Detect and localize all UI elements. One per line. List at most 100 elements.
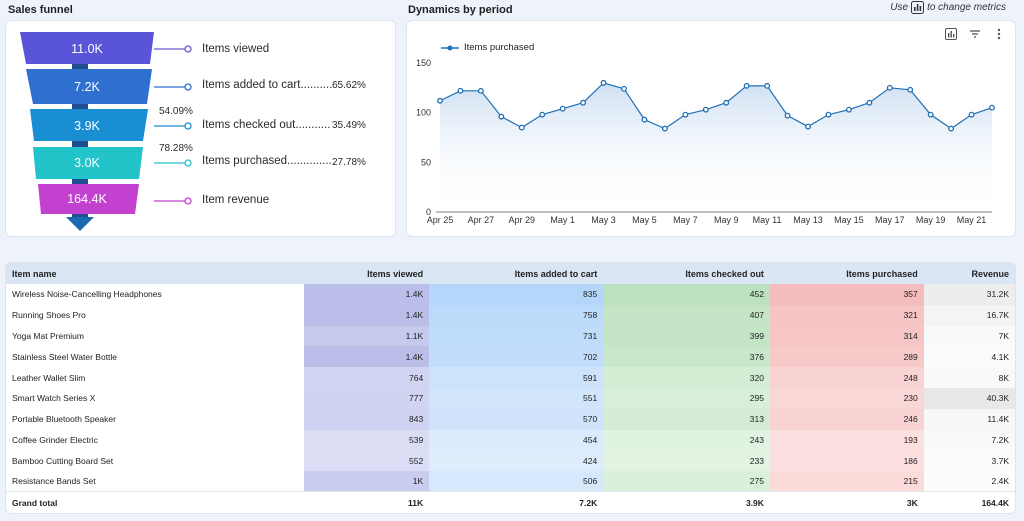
- cell-item-name: Smart Watch Series X: [12, 393, 96, 404]
- table-row[interactable]: Smart Watch Series X 777 551 295 230 40.3K: [6, 387, 1015, 409]
- data-point[interactable]: [457, 87, 464, 94]
- funnel-step-pct-2: 78.28%: [159, 143, 193, 154]
- data-point[interactable]: [845, 106, 852, 113]
- items-table-card: Item name Items viewed Items added to ca…: [5, 262, 1016, 514]
- data-point[interactable]: [641, 116, 648, 123]
- data-point[interactable]: [907, 86, 914, 93]
- data-point[interactable]: [518, 124, 525, 131]
- funnel-stage-3[interactable]: [30, 109, 148, 141]
- data-point[interactable]: [886, 84, 893, 91]
- funnel-stage-5[interactable]: [38, 184, 139, 214]
- cell-item-name: Portable Bluetooth Speaker: [12, 414, 116, 425]
- data-point[interactable]: [498, 113, 505, 120]
- col-items-added[interactable]: Items added to cart: [429, 263, 604, 284]
- cell-items-viewed: 843: [303, 408, 430, 430]
- cell-revenue: 7K: [923, 325, 1015, 347]
- cell-items-purchased: 215: [769, 471, 924, 492]
- cell-items-purchased: 314: [769, 325, 924, 347]
- table-row[interactable]: Leather Wallet Slim 764 591 320 248 8K: [6, 367, 1015, 388]
- funnel-title: Sales funnel: [8, 4, 73, 16]
- data-point[interactable]: [989, 104, 995, 111]
- cell-items-viewed: 1.1K: [303, 325, 430, 347]
- funnel-value-1: 11.0K: [71, 42, 103, 56]
- data-point[interactable]: [968, 111, 975, 118]
- data-point[interactable]: [661, 125, 668, 132]
- cell-items-viewed: 1.4K: [303, 346, 430, 368]
- data-point[interactable]: [825, 111, 832, 118]
- col-items-checked-out[interactable]: Items checked out: [603, 263, 770, 284]
- cell-revenue: 2.4K: [923, 471, 1015, 492]
- cell-items-purchased: 230: [769, 387, 924, 409]
- col-items-purchased[interactable]: Items purchased: [769, 263, 924, 284]
- cell-items-viewed: 1.4K: [303, 304, 430, 326]
- cell-items-added: 454: [429, 429, 604, 451]
- table-row[interactable]: Yoga Mat Premium 1.1K 731 399 314 7K: [6, 325, 1015, 347]
- total-cell-item-name: Grand total: [6, 491, 304, 513]
- cell-items-checked-out: 376: [603, 346, 770, 368]
- metrics-icon[interactable]: [911, 1, 925, 14]
- legend-marker: [441, 45, 459, 50]
- data-point[interactable]: [702, 106, 709, 113]
- funnel-stage-2[interactable]: [26, 69, 152, 104]
- cell-items-added: 551: [429, 387, 604, 409]
- cell-items-purchased: 321: [769, 304, 924, 326]
- table-row[interactable]: Portable Bluetooth Speaker 843 570 313 246 11…: [6, 408, 1015, 430]
- data-point[interactable]: [764, 82, 771, 89]
- data-point[interactable]: [866, 99, 873, 106]
- data-point[interactable]: [743, 82, 750, 89]
- data-point[interactable]: [559, 105, 566, 112]
- table-row[interactable]: Stainless Steel Water Bottle 1.4K 702 376 28…: [6, 346, 1015, 368]
- x-tick-label: May 5: [632, 215, 657, 225]
- funnel-stage-4[interactable]: [33, 147, 143, 179]
- cell-items-added: 506: [429, 471, 604, 492]
- table-row[interactable]: Wireless Noise-Cancelling Headphones 1.4K…: [6, 284, 1015, 305]
- table-row[interactable]: Bamboo Cutting Board Set 552 424 233 186 3.7K: [6, 450, 1015, 472]
- data-point[interactable]: [539, 111, 546, 118]
- col-item-name[interactable]: Item name: [6, 263, 304, 284]
- cell-item-name: Leather Wallet Slim: [12, 372, 86, 383]
- table-row[interactable]: Coffee Grinder Electric 539 454 243 193 7.2K: [6, 429, 1015, 451]
- cell-items-viewed: 552: [303, 450, 430, 472]
- col-items-viewed[interactable]: Items viewed: [303, 263, 430, 284]
- data-point[interactable]: [784, 112, 791, 119]
- data-point[interactable]: [927, 111, 934, 118]
- table-row[interactable]: Resistance Bands Set 1K 506 275 215 2.4K: [6, 471, 1015, 492]
- data-point[interactable]: [621, 85, 627, 92]
- funnel-value-5: 164.4K: [67, 192, 107, 206]
- data-point[interactable]: [477, 87, 484, 94]
- funnel-dot-2: [184, 83, 192, 91]
- data-point[interactable]: [723, 99, 730, 106]
- data-point[interactable]: [805, 123, 811, 130]
- col-revenue[interactable]: Revenue: [923, 263, 1015, 284]
- cell-revenue: 31.2K: [923, 284, 1015, 305]
- data-point[interactable]: [948, 125, 955, 132]
- cell-items-purchased: 186: [769, 450, 924, 472]
- dynamics-card: Items purchased 150 100 50 0 Apr 25 Apr 27 Apr…: [406, 20, 1016, 237]
- x-tick-label: May 21: [957, 215, 987, 225]
- funnel-value-3: 3.9K: [74, 119, 100, 133]
- filter-icon[interactable]: [969, 27, 981, 39]
- table-row[interactable]: Running Shoes Pro 1.4K 758 407 321 16.7K: [6, 304, 1015, 326]
- total-cell-items-purchased: 3K: [769, 491, 924, 513]
- x-tick-label: May 13: [793, 215, 823, 225]
- data-point[interactable]: [580, 99, 587, 106]
- chart-type-icon[interactable]: [945, 27, 957, 40]
- more-icon[interactable]: [993, 27, 1005, 40]
- chart-legend[interactable]: Items purchased: [441, 42, 534, 53]
- funnel-graphic: 11.0K 7.2K 3.9K 3.0K 164.4K: [20, 32, 192, 231]
- funnel-stage-1[interactable]: [20, 32, 154, 64]
- y-tick-label: 50: [421, 157, 431, 167]
- total-cell-items-added: 7.2K: [429, 491, 604, 513]
- cell-items-checked-out: 452: [603, 284, 770, 305]
- total-cell-items-checked-out: 3.9K: [603, 491, 770, 513]
- x-tick-label: May 7: [673, 215, 698, 225]
- cell-item-name: Yoga Mat Premium: [12, 330, 84, 341]
- data-point[interactable]: [600, 79, 607, 86]
- funnel-dot-3: [184, 122, 192, 130]
- cell-items-checked-out: 407: [603, 304, 770, 326]
- cell-items-purchased: 193: [769, 429, 924, 451]
- data-point[interactable]: [437, 97, 443, 104]
- cell-items-viewed: 539: [303, 429, 430, 451]
- grand-total-row: Grand total 11K 7.2K 3.9K 3K 164.4K: [6, 491, 1015, 513]
- data-point[interactable]: [682, 111, 689, 118]
